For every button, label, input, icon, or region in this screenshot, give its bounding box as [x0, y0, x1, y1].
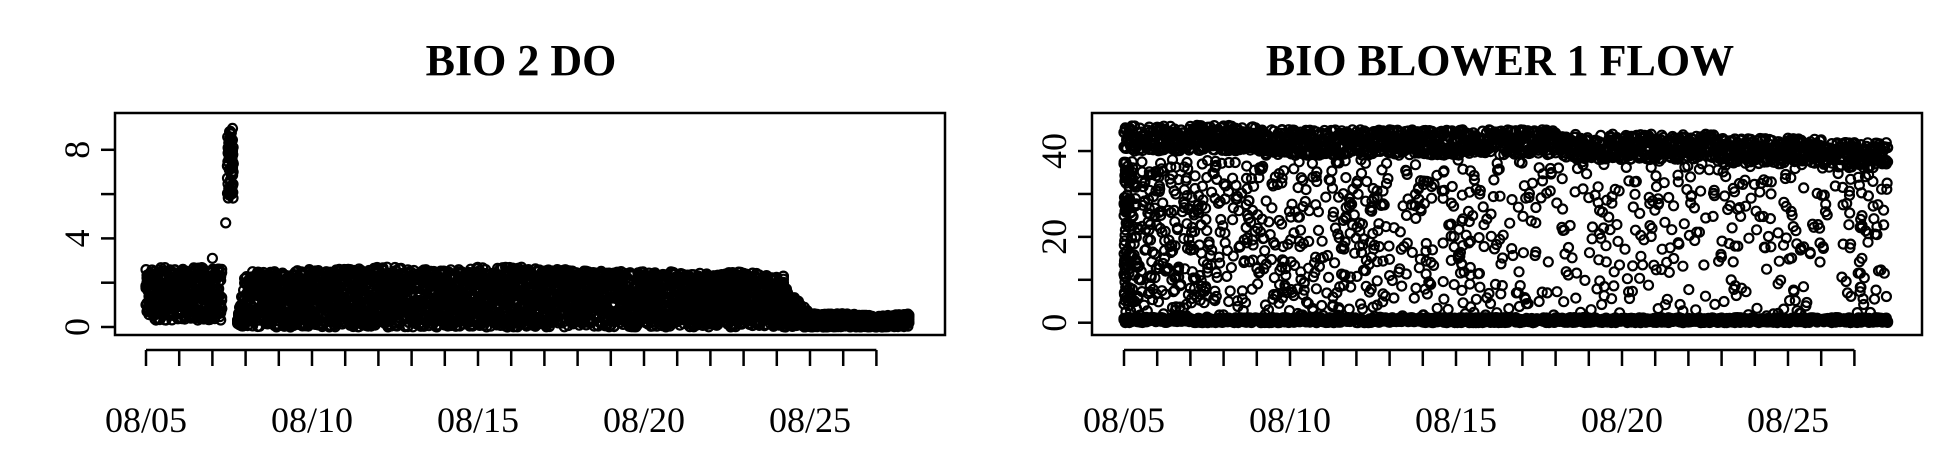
- data-point: [216, 291, 228, 304]
- data-point: [216, 263, 228, 275]
- y-tick-label: 4: [57, 229, 97, 247]
- data-point: [215, 314, 227, 326]
- y-tick-label: 0: [57, 318, 97, 336]
- data-points: [140, 122, 915, 333]
- data-point: [213, 276, 225, 289]
- chart-panel-bio-2-do: BIO 2 DO 0 4 8 08/05 08/10 08/15 08/20 08/25: [57, 36, 947, 440]
- data-point: [206, 252, 218, 264]
- chart-title: BIO BLOWER 1 FLOW: [1266, 36, 1734, 85]
- x-tick-label: 08/15: [437, 400, 519, 440]
- x-tick-label: 08/10: [271, 400, 353, 440]
- chart-title: BIO 2 DO: [426, 36, 617, 85]
- x-tick-label: 08/05: [105, 400, 187, 440]
- x-tick-label: 08/20: [603, 400, 685, 440]
- plot-frame: [113, 111, 947, 337]
- data-point: [216, 302, 228, 315]
- x-axis: 08/05 08/10 08/15 08/20 08/25: [105, 348, 878, 440]
- y-tick-label: 8: [57, 141, 97, 159]
- x-tick-label: 08/25: [769, 400, 851, 440]
- data-points: [1118, 119, 1894, 329]
- y-axis: 0 4 8: [57, 141, 115, 336]
- data-point: [215, 274, 227, 286]
- data-point: [220, 217, 232, 229]
